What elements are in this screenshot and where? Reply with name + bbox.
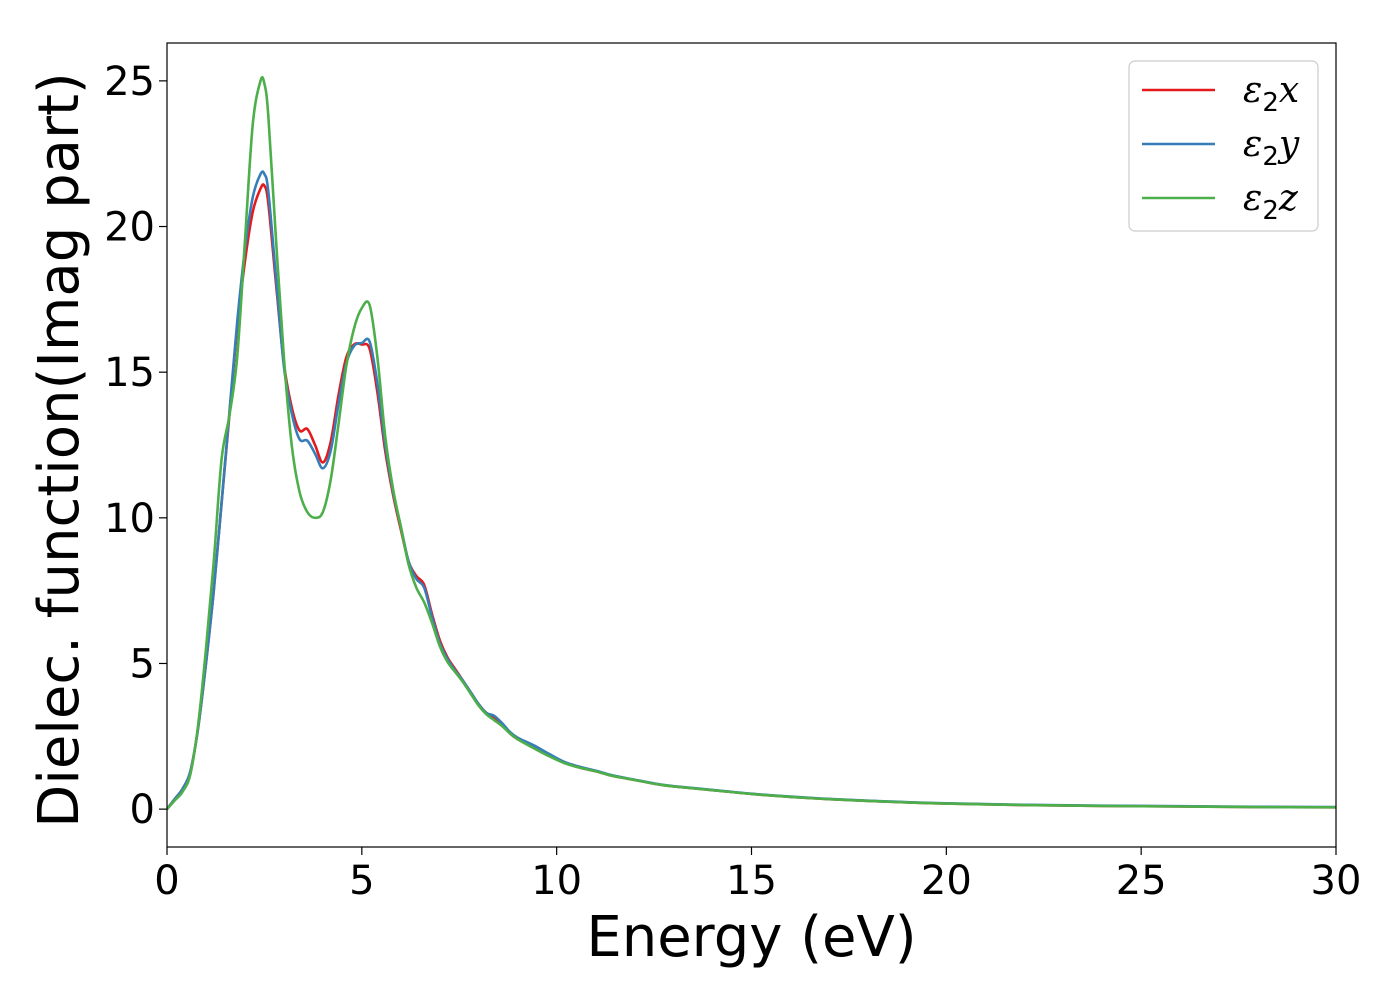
x-tick-label: 5 xyxy=(349,858,374,904)
x-tick-label: 0 xyxy=(154,858,179,904)
series-layer xyxy=(167,75,1336,810)
y-tick-label: 10 xyxy=(104,496,155,542)
legend-box xyxy=(1128,60,1319,232)
x-tick-label: 25 xyxy=(1116,858,1167,904)
y-tick-label: 15 xyxy=(104,350,155,396)
legend-label-z: ε2z xyxy=(1243,178,1299,226)
legend: ε2x ε2y ε2z xyxy=(1128,60,1319,232)
x-axis: 0 5 10 15 20 25 30 xyxy=(154,847,1361,904)
x-tick-label: 20 xyxy=(921,858,972,904)
x-tick-label: 30 xyxy=(1311,858,1362,904)
series-line-x xyxy=(167,183,1336,810)
y-axis: 0 5 10 15 20 25 xyxy=(104,59,167,833)
x-tick-label: 10 xyxy=(531,858,582,904)
y-tick-label: 5 xyxy=(130,641,155,687)
x-axis-label: Energy (eV) xyxy=(586,905,916,970)
x-tick-label: 15 xyxy=(726,858,777,904)
y-tick-label: 25 xyxy=(104,59,155,105)
y-tick-label: 0 xyxy=(130,787,155,833)
y-axis-label: Dielec. function(Imag part) xyxy=(27,72,92,828)
legend-label-y: ε2y xyxy=(1243,124,1300,172)
legend-label-x: ε2x xyxy=(1243,70,1299,118)
series-line-y xyxy=(167,170,1336,810)
y-tick-label: 20 xyxy=(104,205,155,251)
series-line-z xyxy=(167,75,1336,810)
